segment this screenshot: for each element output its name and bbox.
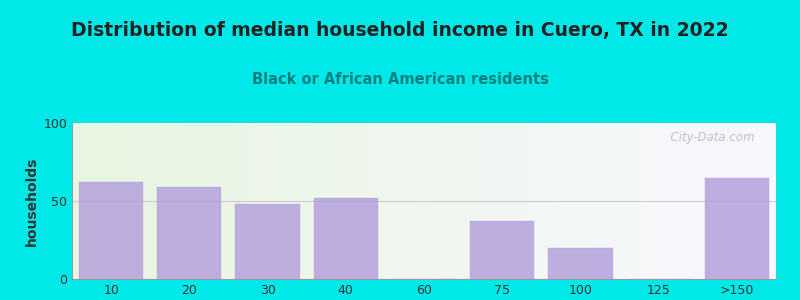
Text: Distribution of median household income in Cuero, TX in 2022: Distribution of median household income … [71,21,729,40]
Bar [705,178,769,279]
Bar [235,204,300,279]
Text: Black or African American residents: Black or African American residents [251,72,549,87]
Text: City-Data.com: City-Data.com [663,131,755,144]
Bar [470,221,534,279]
Y-axis label: households: households [25,156,39,246]
Bar [158,187,222,279]
Bar [548,248,613,279]
Bar [314,198,378,279]
Bar [79,182,143,279]
